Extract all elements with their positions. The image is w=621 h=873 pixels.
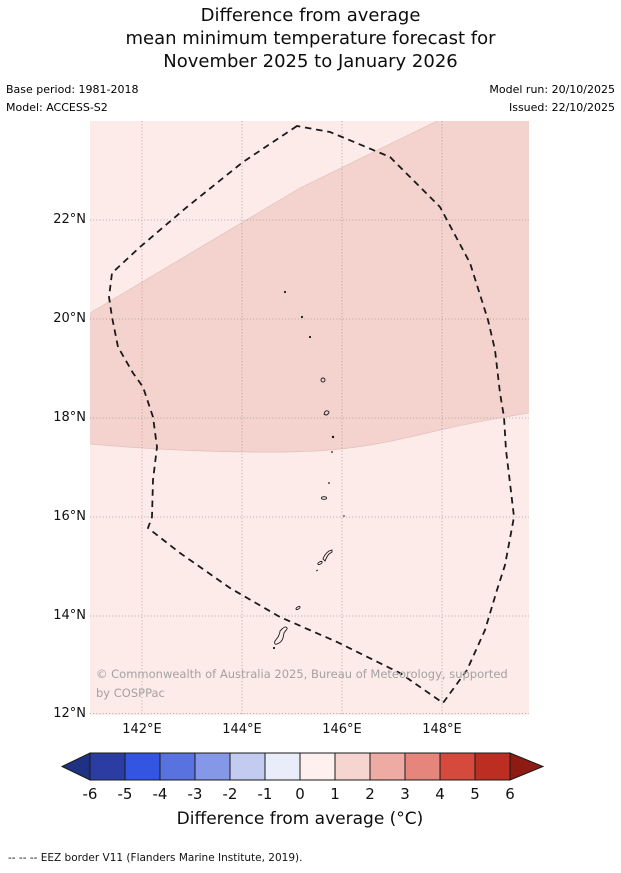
x-tick-142e: 142°E	[122, 722, 162, 737]
copyright-line-2: by COSPPac	[96, 686, 165, 700]
colorbar-segment	[159, 752, 196, 781]
island-dot	[272, 646, 276, 650]
island-outline	[323, 410, 330, 416]
island-outline	[320, 496, 328, 500]
colorbar-segment	[404, 752, 441, 781]
island-dot	[308, 335, 312, 339]
copyright-line-1: © Commonwealth of Australia 2025, Bureau…	[96, 667, 508, 681]
x-tick-148e: 148°E	[422, 722, 462, 737]
colorbar-segment	[334, 752, 371, 781]
y-tick-14n: 14°N	[53, 608, 86, 623]
anomaly-region-1-2	[90, 121, 529, 453]
y-tick-16n: 16°N	[53, 509, 86, 524]
cb-tick-neg4: -4	[152, 785, 168, 803]
colorbar-label: Difference from average (°C)	[176, 809, 424, 829]
model-run-text: Model run: 20/10/2025	[489, 83, 615, 96]
y-tick-12n: 12°N	[53, 706, 86, 721]
y-tick-22n: 22°N	[53, 212, 86, 227]
base-period-text: Base period: 1981-2018	[6, 83, 139, 96]
island-outline	[320, 377, 326, 383]
island-dot	[328, 482, 330, 484]
copyright-text: © Commonwealth of Australia 2025, Bureau…	[96, 665, 516, 703]
island-rota	[295, 605, 301, 611]
contour-edge-upper	[90, 121, 438, 314]
island-dot	[343, 515, 345, 517]
island-marks	[272, 290, 345, 650]
page-title-line-2: mean minimum temperature forecast for	[125, 28, 496, 49]
island-dash	[315, 569, 319, 572]
cb-tick-6: 6	[505, 785, 515, 803]
cb-tick-0: 0	[295, 785, 305, 803]
colorbar	[60, 752, 545, 781]
eez-footnote: -- -- -- EEZ border V11 (Flanders Marine…	[8, 852, 303, 864]
cb-tick-neg1: -1	[257, 785, 273, 803]
colorbar-arrow-left	[60, 752, 91, 781]
cb-tick-neg2: -2	[222, 785, 238, 803]
cb-tick-1: 1	[330, 785, 340, 803]
island-dot	[331, 435, 335, 439]
x-tick-144e: 144°E	[222, 722, 262, 737]
cb-tick-4: 4	[435, 785, 445, 803]
colorbar-segment	[439, 752, 476, 781]
island-saipan	[322, 549, 333, 562]
colorbar-segment	[229, 752, 266, 781]
colorbar-segment	[474, 752, 511, 781]
forecast-map	[90, 121, 529, 715]
cb-tick-2: 2	[365, 785, 375, 803]
island-dot	[331, 451, 333, 453]
page-title-line-1: Difference from average	[200, 5, 421, 26]
y-tick-20n: 20°N	[53, 311, 86, 326]
issued-text: Issued: 22/10/2025	[508, 101, 615, 114]
island-tinian	[317, 561, 323, 565]
model-text: Model: ACCESS-S2	[6, 101, 108, 114]
colorbar-segment	[194, 752, 231, 781]
colorbar-segment	[89, 752, 126, 781]
island-guam	[274, 626, 288, 645]
page-title-line-3: November 2025 to January 2026	[163, 51, 458, 72]
cb-tick-neg3: -3	[187, 785, 203, 803]
eez-border-dashed-line	[108, 125, 515, 705]
island-dot	[300, 315, 304, 319]
cb-tick-5: 5	[470, 785, 480, 803]
cb-tick-neg5: -5	[117, 785, 133, 803]
x-tick-146e: 146°E	[322, 722, 362, 737]
colorbar-segment	[124, 752, 161, 781]
colorbar-arrow-right	[509, 752, 545, 781]
y-tick-18n: 18°N	[53, 410, 86, 425]
colorbar-segment	[369, 752, 406, 781]
colorbar-segment	[299, 752, 336, 781]
contour-edge-lower	[90, 412, 529, 453]
cb-tick-neg6: -6	[82, 785, 98, 803]
cb-tick-3: 3	[400, 785, 410, 803]
island-dot	[283, 290, 287, 294]
colorbar-segment	[264, 752, 301, 781]
